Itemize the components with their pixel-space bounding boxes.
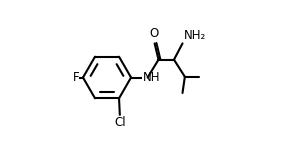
Text: NH: NH: [143, 71, 160, 84]
Text: O: O: [149, 27, 158, 40]
Text: NH₂: NH₂: [184, 29, 206, 42]
Text: Cl: Cl: [114, 116, 126, 129]
Text: F: F: [73, 71, 79, 84]
